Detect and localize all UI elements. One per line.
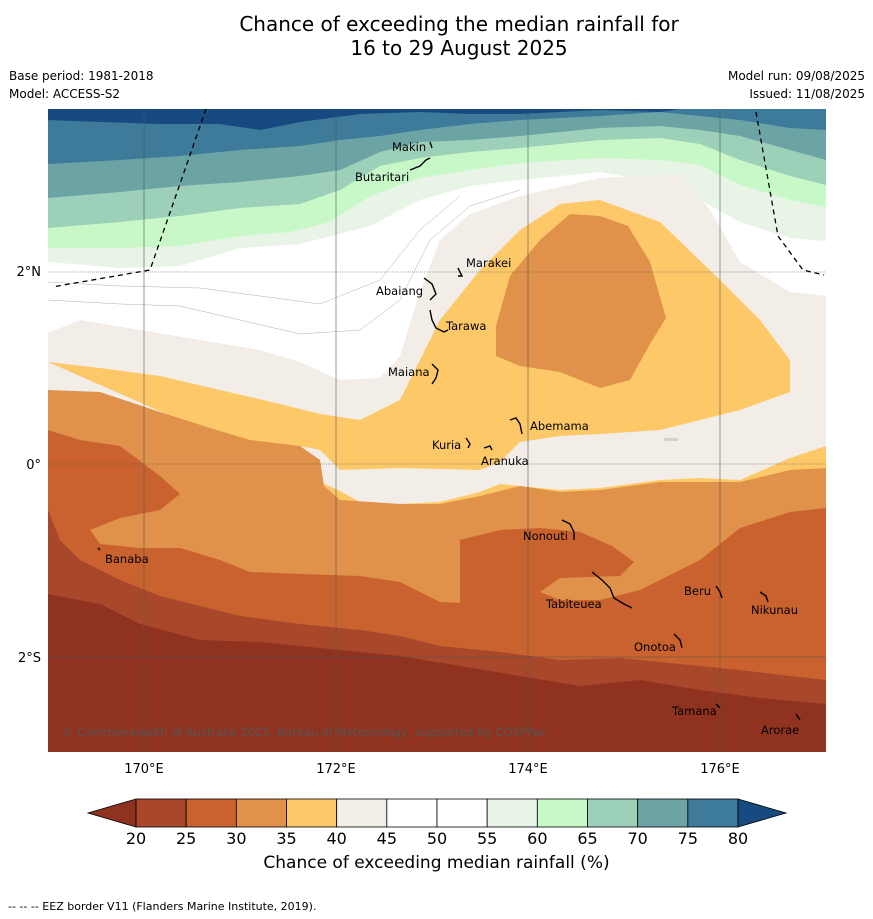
colorbar-tick-label: 30 (226, 829, 246, 848)
place-label: Maiana (388, 365, 430, 379)
colorbar-tick-label: 60 (527, 829, 547, 848)
colorbar-tick-label: 20 (126, 829, 146, 848)
place-label: Abemama (530, 419, 589, 433)
meta-right: Model run: 09/08/2025 Issued: 11/08/2025 (728, 69, 865, 105)
lon-tick-label: 174°E (508, 762, 548, 777)
place-label: Marakei (466, 256, 511, 270)
colorbar-tick-label: 65 (577, 829, 597, 848)
island-nikunau (759, 591, 769, 603)
island-aranuka (483, 445, 493, 451)
place-label: Kuria (432, 438, 461, 452)
base-period: Base period: 1981-2018 (9, 69, 154, 83)
island-banaba (97, 547, 101, 551)
island-tarawa (429, 309, 449, 333)
lon-tick-label: 172°E (316, 762, 356, 777)
meta-left: Base period: 1981-2018 Model: ACCESS-S2 (9, 69, 154, 105)
band-over-80 (48, 109, 680, 130)
eez-border (51, 108, 825, 288)
colorbar-tick-label: 45 (377, 829, 397, 848)
island-makin (429, 141, 433, 149)
place-labels: Makin Butaritari Marakei Abaiang Tarawa … (105, 140, 799, 737)
colorbar-tick-label: 35 (276, 829, 296, 848)
colorbar-tick-label: 75 (678, 829, 698, 848)
colorbar-tick-label: 70 (627, 829, 647, 848)
contour-lines (48, 189, 521, 335)
island-beru (715, 585, 723, 599)
chart-title: Chance of exceeding the median rainfall … (0, 12, 873, 60)
colorbar-segment (536, 798, 588, 828)
band-35-40-patch (334, 438, 350, 448)
colorbar-segment (336, 798, 388, 828)
colorbar-segment (587, 798, 639, 828)
model-name: Model: ACCESS-S2 (9, 87, 121, 101)
place-label: Nonouti (523, 529, 568, 543)
island-marakei (457, 267, 464, 277)
island-butaritari (409, 157, 431, 171)
colorbar-segment (637, 798, 689, 828)
place-label: Abaiang (376, 284, 423, 298)
island-tamana (715, 703, 721, 709)
colorbar-tick-label: 25 (176, 829, 196, 848)
colorbar-under-arrow (86, 798, 137, 828)
colorbar-tick-label: 80 (728, 829, 748, 848)
title-line-1: Chance of exceeding the median rainfall … (239, 12, 679, 36)
island-maiana (431, 363, 439, 385)
colorbar-tick-label: 50 (427, 829, 447, 848)
place-label: Onotoa (634, 640, 676, 654)
issued-date: Issued: 11/08/2025 (749, 87, 865, 101)
place-label: Arorae (761, 723, 799, 737)
island-tabiteuea (591, 571, 633, 609)
islands (97, 141, 801, 721)
colorbar-segment (135, 798, 187, 828)
colorbar-segment (436, 798, 488, 828)
colorbar-segments (135, 798, 739, 828)
contour-fill (48, 109, 826, 752)
colorbar: 20 25 30 35 40 45 50 55 60 65 70 75 80 (86, 798, 788, 848)
patch-grey (664, 438, 678, 441)
place-label: Makin (392, 140, 426, 154)
colorbar-segment (235, 798, 287, 828)
colorbar-segment (286, 798, 338, 828)
place-label: Aranuka (481, 454, 529, 468)
place-label: Beru (684, 584, 711, 598)
place-label: Tarawa (445, 319, 486, 333)
colorbar-label: Chance of exceeding median rainfall (%) (263, 853, 610, 873)
place-label: Tabiteuea (545, 597, 602, 611)
model-run: Model run: 09/08/2025 (727, 69, 865, 83)
lon-tick-label: 170°E (124, 762, 164, 777)
title-line-2: 16 to 29 August 2025 (350, 36, 568, 60)
footnote: -- -- -- EEZ border V11 (Flanders Marine… (8, 900, 317, 913)
island-arorae (795, 713, 801, 721)
place-label: Nikunau (751, 603, 798, 617)
colorbar-over-arrow (737, 798, 788, 828)
eez-border-west (51, 108, 207, 288)
colorbar-segment (185, 798, 237, 828)
band-30-35-north (496, 214, 666, 388)
island-abaiang (423, 277, 437, 301)
place-label: Butaritari (355, 170, 409, 184)
island-nonouti (561, 519, 575, 540)
band-under-20 (48, 594, 826, 752)
place-label: Tamana (671, 704, 717, 718)
island-onotoa (673, 633, 683, 649)
colorbar-segment (687, 798, 739, 828)
colorbar-segment (386, 798, 438, 828)
eez-border-east (755, 111, 825, 276)
gridlines (48, 109, 826, 752)
lat-tick-label: 2°S (18, 651, 41, 666)
island-kuria (465, 437, 471, 449)
copyright-text: © Commonwealth of Australia 2025, Bureau… (62, 725, 546, 739)
island-abemama (509, 417, 523, 435)
lon-tick-label: 176°E (700, 762, 740, 777)
place-label: Banaba (105, 552, 149, 566)
colorbar-segment (486, 798, 538, 828)
colorbar-tick-label: 55 (477, 829, 497, 848)
lat-tick-label: 0° (26, 458, 41, 473)
lat-tick-label: 2°N (17, 265, 42, 280)
colorbar-tick-label: 40 (326, 829, 346, 848)
colorbar-ticks: 20 25 30 35 40 45 50 55 60 65 70 75 80 (126, 829, 748, 848)
axis-labels: 170°E 172°E 174°E 176°E 2°N 0° 2°S (17, 265, 740, 777)
